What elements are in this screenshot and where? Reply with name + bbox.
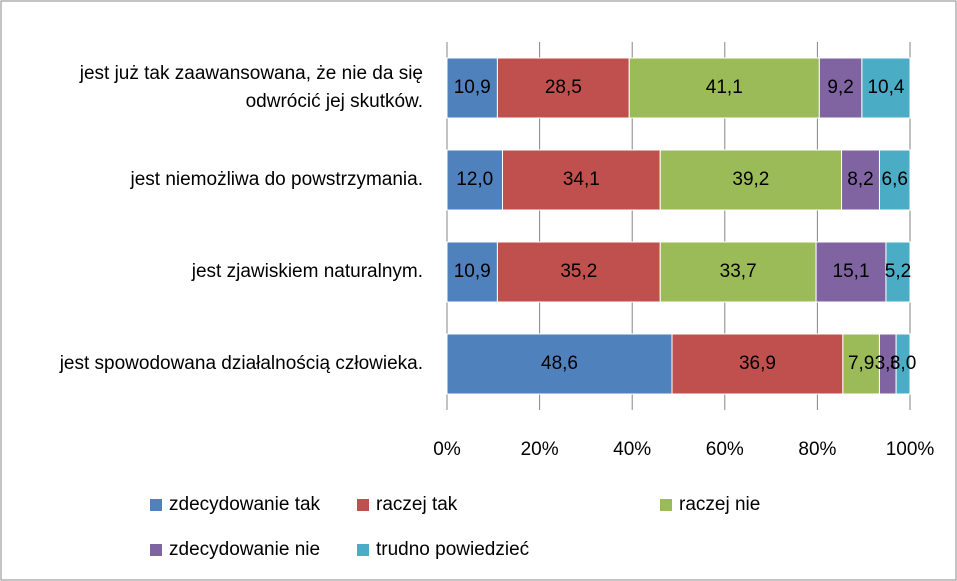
bar-segment	[659, 149, 843, 211]
legend-swatch	[150, 544, 162, 556]
bar-segment	[659, 241, 817, 303]
category-label: jest spowodowana działalnością człowieka…	[59, 353, 423, 374]
bar-segment	[446, 57, 498, 119]
value-label: 10,4	[867, 77, 904, 98]
bar-segment	[878, 149, 911, 211]
legend-swatch	[660, 499, 672, 511]
category-label: jest już tak zaawansowana, że nie da się…	[79, 63, 423, 112]
value-label: 33,7	[720, 261, 757, 282]
value-label: 6,6	[882, 169, 908, 190]
category-label: jest niemożliwa do powstrzymania.	[130, 169, 423, 190]
x-tick-label: 100%	[886, 439, 935, 460]
legend-swatch	[357, 499, 369, 511]
bar-segment	[895, 333, 911, 395]
x-tick-label: 0%	[433, 439, 461, 460]
value-label: 8,2	[847, 169, 873, 190]
x-tick-label: 80%	[798, 439, 836, 460]
value-label: 5,2	[885, 261, 911, 282]
value-label: 10,9	[454, 77, 491, 98]
bar-segment	[818, 57, 863, 119]
x-tick-label: 60%	[706, 439, 744, 460]
bar-segment	[842, 333, 880, 395]
value-label: 35,2	[560, 261, 597, 282]
bar-segment	[446, 333, 673, 395]
value-label: 3,0	[890, 353, 916, 374]
bar-segment	[446, 241, 498, 303]
legend-label: raczej tak	[376, 494, 458, 515]
value-label: 3,6	[875, 353, 901, 374]
value-label: 39,2	[732, 169, 769, 190]
bar-segment	[815, 241, 887, 303]
value-label: 34,1	[563, 169, 600, 190]
bar-segment	[496, 57, 630, 119]
category-label: jest zjawiskiem naturalnym.	[191, 261, 423, 282]
bar-segment	[841, 149, 880, 211]
legend-label: zdecydowanie nie	[169, 539, 320, 560]
bar-segment	[861, 57, 911, 119]
bar-segment	[502, 149, 661, 211]
value-label: 15,1	[833, 261, 870, 282]
legend-label: zdecydowanie tak	[169, 494, 321, 515]
value-label: 7,9	[848, 353, 874, 374]
x-tick-label: 40%	[613, 439, 651, 460]
legend-swatch	[150, 499, 162, 511]
bar-segment	[628, 57, 820, 119]
legend-swatch	[357, 544, 369, 556]
value-label: 48,6	[541, 353, 578, 374]
bar-segment	[885, 241, 911, 303]
bar-segment	[446, 149, 504, 211]
bar-segment	[671, 333, 844, 395]
value-label: 9,2	[827, 77, 853, 98]
value-label: 41,1	[706, 77, 743, 98]
x-tick-label: 20%	[521, 439, 559, 460]
legend-label: raczej nie	[679, 494, 760, 515]
value-label: 28,5	[545, 77, 582, 98]
bar-segment	[496, 241, 661, 303]
value-label: 12,0	[456, 169, 493, 190]
legend-label: trudno powiedzieć	[376, 539, 529, 560]
value-label: 10,9	[454, 261, 491, 282]
value-label: 36,9	[739, 353, 776, 374]
